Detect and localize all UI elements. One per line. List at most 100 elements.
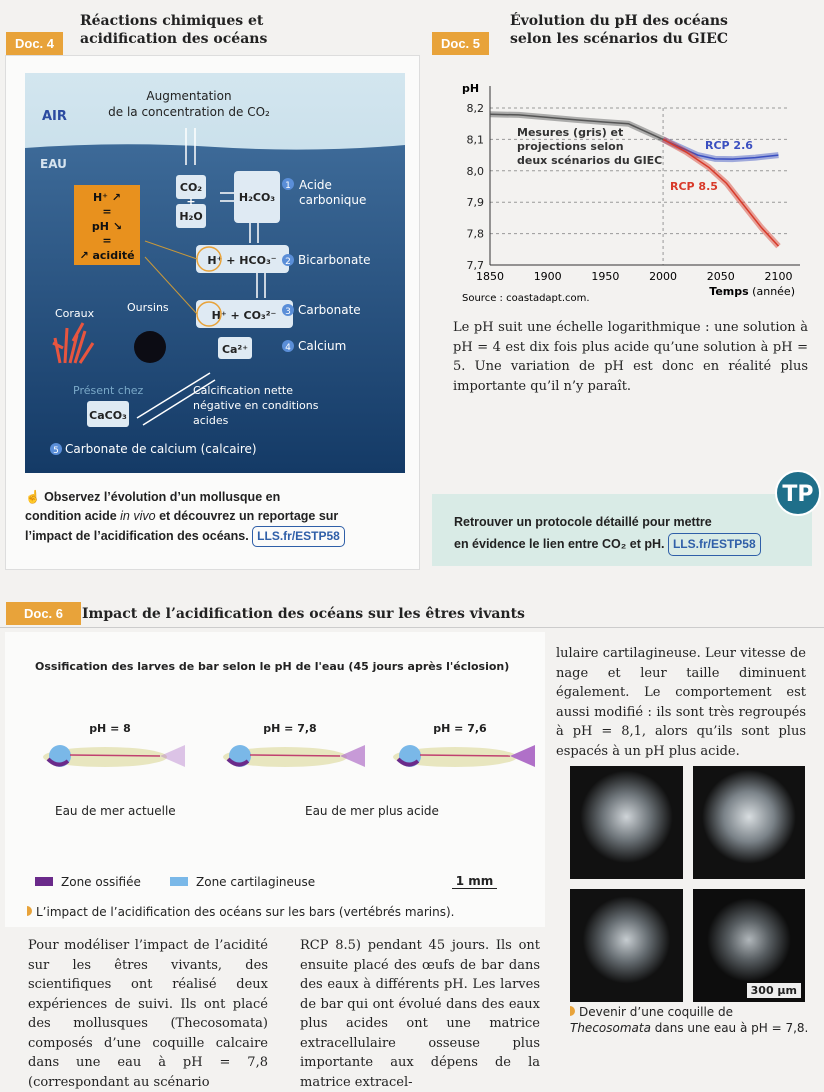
chart-source: Source : coastadapt.com. [462, 293, 590, 304]
y-axis-label: pH [462, 82, 479, 95]
step-label: Bicarbonate [298, 253, 370, 267]
h2o-box: H₂O [179, 210, 202, 223]
step-label: Calcium [298, 339, 346, 353]
step-number: 3 [285, 307, 291, 317]
series-label: RCP 2.6 [705, 139, 753, 152]
doc4-note: ☝ Observez l’évolution d’un mollusque en… [25, 488, 410, 547]
label-acide: Eau de mer plus acide [305, 804, 439, 818]
y-tick-label: 8,2 [467, 102, 485, 115]
x-tick-label: 2100 [764, 270, 792, 283]
fish-larva: pH = 7,8 [220, 722, 370, 779]
legend-swatch [170, 877, 188, 886]
title-line: selon les scénarios du GIEC [510, 31, 728, 47]
acid-box-line: H⁺ ↗ [93, 191, 121, 204]
fish-image [43, 745, 185, 767]
sea-urchin-icon [134, 331, 166, 363]
co2-box: CO₂ [180, 181, 202, 194]
fish-ph: pH = 8 [89, 722, 131, 735]
tp-link[interactable]: LLS.fr/ESTP58 [667, 533, 761, 556]
acid-box-line: = [102, 205, 111, 218]
divider [0, 627, 824, 628]
photo-caption: Devenir d’une coquille de Thecosomata dan… [570, 1004, 808, 1036]
x-tick-label: 1850 [476, 270, 504, 283]
calcium-box: Ca²⁺ [222, 343, 248, 356]
doc6-col2: RCP 8.5) pendant 45 jours. Ils ont ensui… [300, 938, 540, 1090]
doc5-text: Le pH suit une échelle logarithmique : u… [453, 320, 808, 394]
acidity-box [74, 185, 140, 265]
carbonate-box: H⁺ + CO₃²⁻ [212, 309, 277, 322]
y-tick-label: 7,7 [467, 259, 485, 272]
x-tick-label: 1950 [591, 270, 619, 283]
chart-annotation: Mesures (gris) et [517, 126, 623, 139]
tp-line: en évidence le lien entre CO₂ et pH. [454, 537, 665, 551]
doc6-figure-panel [5, 632, 545, 927]
doc5-tag: Doc. 5 [432, 32, 490, 55]
fish-ph: pH = 7,8 [263, 722, 317, 735]
step-label: Acide [299, 178, 332, 192]
step-number: 5 [53, 446, 59, 456]
doc4-tag: Doc. 4 [6, 32, 64, 55]
tp-text: Retrouver un protocole détaillé pour met… [454, 512, 809, 556]
step-number: 2 [285, 257, 291, 267]
step-label: carbonique [299, 193, 366, 207]
y-tick-label: 7,9 [467, 196, 485, 209]
doc5-title: Évolution du pH des océans selon les scén… [510, 12, 728, 48]
photo-scale: 300 µm [746, 983, 801, 998]
step-label: Carbonate [298, 303, 361, 317]
shell-photo [570, 889, 683, 1002]
doc4-link[interactable]: LLS.fr/ESTP58 [252, 526, 345, 547]
y-tick-label: 8,0 [467, 165, 485, 178]
touch-hand-icon: ☝ [25, 490, 41, 504]
scale-bar: 1 mm [452, 874, 497, 889]
coraux-label: Coraux [55, 307, 95, 320]
y-tick-label: 8,1 [467, 133, 485, 146]
note-text: l’impact de l’acidification des océans. [25, 529, 249, 543]
step-label: Carbonate de calcium (calcaire) [65, 442, 257, 456]
note-text: et découvrez un reportage sur [155, 509, 339, 523]
oursins-label: Oursins [127, 301, 169, 314]
augmentation-text: de la concentration de CO₂ [108, 105, 270, 119]
legend-ossifiee: Zone ossifiée [35, 875, 141, 889]
x-tick-label: 2050 [707, 270, 735, 283]
tp-box [432, 494, 812, 566]
bullet-icon [570, 1006, 575, 1016]
chart-annotation: projections selon [517, 140, 624, 153]
tp-badge: TP [775, 470, 821, 516]
fish-larva: pH = 8 [40, 722, 190, 779]
y-tick-label: 7,8 [467, 228, 485, 241]
x-tick-label: 1900 [534, 270, 562, 283]
acid-box-line: ↗ acidité [79, 249, 134, 262]
doc6-col1: Pour modéliser l’impact de l’acidité sur… [28, 938, 268, 1090]
label-actuelle: Eau de mer actuelle [55, 804, 176, 818]
bullet-icon [27, 906, 32, 916]
figure-caption: L’impact de l’acidification des océans s… [27, 905, 454, 919]
air-label: AIR [42, 109, 67, 124]
x-axis-label: Temps (année) [709, 285, 795, 298]
shell-photos: 300 µm [570, 766, 805, 1002]
note-text: condition acide [25, 509, 121, 523]
doc6-col3: lulaire cartilagineuse. Leur vitesse de … [556, 646, 806, 759]
ph-chart: 8,2 8,1 8,0 7,9 7,8 7,7 pH 1850 1900 1950 2000 2050… [462, 82, 800, 304]
fish-image [393, 745, 535, 767]
doc6-title: Impact de l’acidification des océans sur… [82, 606, 525, 622]
caption-text: dans une eau à pH = 7,8. [650, 1021, 809, 1035]
note-text: in vivo [120, 509, 156, 523]
chart-annotation: deux scénarios du GIEC [517, 154, 662, 167]
tp-line: Retrouver un protocole détaillé pour met… [454, 515, 712, 529]
legend-label: Zone cartilagineuse [196, 875, 316, 889]
title-line: Évolution du pH des océans [510, 13, 728, 29]
title-line: acidification des océans [80, 31, 268, 47]
caption-text: L’impact de l’acidification des océans s… [36, 905, 455, 919]
shell-photo [692, 766, 805, 879]
caco3-box: CaCO₃ [89, 409, 127, 422]
step-number: 1 [285, 181, 291, 191]
plus: + [186, 195, 195, 208]
caption-text: Thecosomata [570, 1021, 651, 1035]
fish-image [223, 745, 365, 767]
calcification-text: négative en conditions [193, 399, 319, 412]
note-text: Observez l’évolution d’un mollusque en [44, 490, 281, 504]
legend-cartilagineuse: Zone cartilagineuse [170, 875, 315, 889]
x-tick-label: 2000 [649, 270, 677, 283]
series-line-mesures [489, 113, 664, 141]
doc4-title: Réactions chimiques et acidification des … [80, 12, 267, 48]
